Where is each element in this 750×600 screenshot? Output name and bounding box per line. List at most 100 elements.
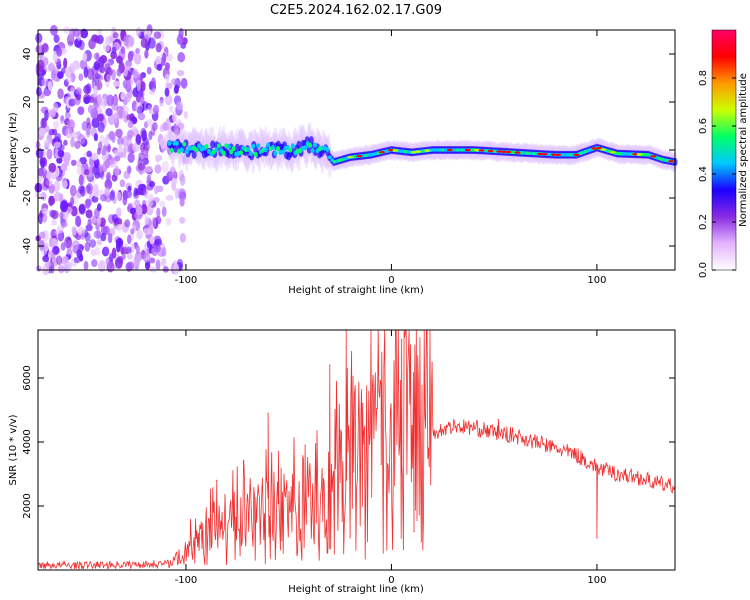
heatmap-cell	[48, 108, 56, 118]
heatmap-cell	[138, 152, 145, 162]
heatmap-cell	[86, 117, 91, 126]
heatmap-cell	[93, 133, 99, 142]
snr-panel: -100 0 100 2000 4000 6000 Height of straight…	[8, 329, 676, 595]
heatmap-cell	[155, 55, 162, 65]
heatmap-cell	[60, 163, 68, 172]
heatmap-cell	[541, 152, 548, 156]
heatmap-cell	[105, 108, 113, 117]
heatmap-cell	[120, 46, 126, 55]
heatmap-cell	[83, 66, 89, 79]
heatmap-cell	[125, 262, 133, 272]
colorbar-tick-label: 0.6	[698, 118, 709, 134]
heatmap-cell	[106, 94, 114, 107]
heatmap-cell	[179, 173, 186, 186]
heatmap-cell	[176, 69, 185, 77]
heatmap-cell	[155, 42, 162, 53]
heatmap-cell	[80, 232, 85, 241]
heatmap-cell	[102, 42, 110, 52]
snr-background	[38, 330, 675, 570]
heatmap-cell	[111, 132, 116, 143]
heatmap-cell	[48, 195, 56, 206]
heatmap-cell	[256, 143, 261, 149]
colorbar: 0.0 0.2 0.4 0.6 0.8 Normalized spectral ampl…	[698, 29, 749, 278]
heatmap-cell	[179, 147, 184, 153]
heatmap-cell	[146, 66, 152, 75]
heatmap-cell	[126, 134, 133, 141]
heatmap-cell	[487, 149, 494, 153]
heatmap-cell	[82, 52, 88, 62]
heatmap-cell	[388, 148, 395, 152]
heatmap-cell	[84, 241, 91, 252]
heatmap-cell	[138, 183, 146, 191]
heatmap-cell	[308, 142, 313, 148]
heatmap-cell	[144, 49, 149, 59]
heatmap-cell	[514, 151, 521, 154]
heatmap-cell	[93, 230, 102, 239]
heatmap-cell	[46, 170, 52, 180]
heatmap-cell	[93, 85, 98, 98]
heatmap-cell	[173, 144, 179, 153]
heatmap-cell	[60, 200, 69, 213]
heatmap-cell	[43, 178, 50, 188]
heatmap-cell	[117, 136, 124, 146]
heatmap-cell	[65, 66, 73, 78]
colorbar-ticks: 0.0 0.2 0.4 0.6 0.8	[698, 70, 736, 278]
heatmap-cell	[98, 260, 106, 273]
heatmap-cell	[104, 187, 110, 197]
heatmap-cell	[96, 238, 103, 246]
heatmap-cell	[91, 117, 100, 129]
heatmap-cell	[159, 124, 165, 133]
heatmap-cell	[93, 186, 100, 198]
heatmap-cell	[197, 143, 202, 149]
heatmap-cell	[194, 147, 199, 153]
heatmap-cell	[133, 187, 138, 197]
heatmap-cell	[87, 104, 95, 114]
heatmap-cell	[204, 143, 209, 149]
heatmap-cell	[161, 206, 167, 218]
heatmap-cell	[48, 183, 56, 194]
heatmap-cell	[48, 62, 55, 72]
heatmap-cell	[50, 172, 57, 180]
heatmap-cell	[63, 139, 68, 146]
heatmap-cell	[51, 210, 59, 220]
heatmap-cell	[177, 52, 186, 63]
snr-spike-point	[189, 543, 191, 546]
heatmap-cell	[93, 52, 99, 60]
heatmap-cell	[106, 155, 115, 165]
heatmap-cell	[48, 236, 54, 248]
heatmap-cell	[180, 77, 188, 89]
heatmap-cell	[246, 146, 251, 152]
heatmap-cell	[154, 238, 163, 247]
heatmap-cell	[234, 143, 240, 152]
heatmap-ridge	[167, 122, 678, 178]
heatmap-cell	[83, 260, 89, 271]
heatmap-cell	[537, 152, 544, 156]
heatmap-cell	[609, 150, 616, 154]
heatmap-cell	[72, 60, 81, 71]
heatmap-cell	[46, 148, 53, 160]
heatmap-cell	[60, 115, 65, 122]
snr-spike-point	[267, 412, 269, 414]
heatmap-cell	[86, 182, 93, 195]
heatmap-cell	[288, 147, 293, 153]
heatmap-cell	[135, 205, 143, 216]
heatmap-cell	[162, 52, 167, 63]
heatmap-y-tick-label: -40	[22, 238, 33, 254]
heatmap-cell	[310, 147, 315, 153]
heatmap-cell	[169, 148, 174, 154]
heatmap-cell	[152, 122, 158, 131]
heatmap-cell	[122, 246, 129, 255]
heatmap-cell	[114, 165, 120, 177]
heatmap-cell	[57, 71, 64, 79]
heatmap-cell	[392, 149, 399, 152]
heatmap-cell	[107, 113, 116, 126]
heatmap-cell	[325, 147, 330, 153]
heatmap-cell	[91, 34, 99, 42]
heatmap-cell	[41, 43, 49, 53]
heatmap-cell	[79, 254, 84, 262]
heatmap-cell	[122, 195, 128, 206]
heatmap-y-axis: -40 -20 0 20 40	[22, 48, 675, 254]
heatmap-cell	[79, 185, 86, 197]
heatmap-cell	[48, 128, 55, 136]
heatmap-cell	[600, 148, 607, 151]
